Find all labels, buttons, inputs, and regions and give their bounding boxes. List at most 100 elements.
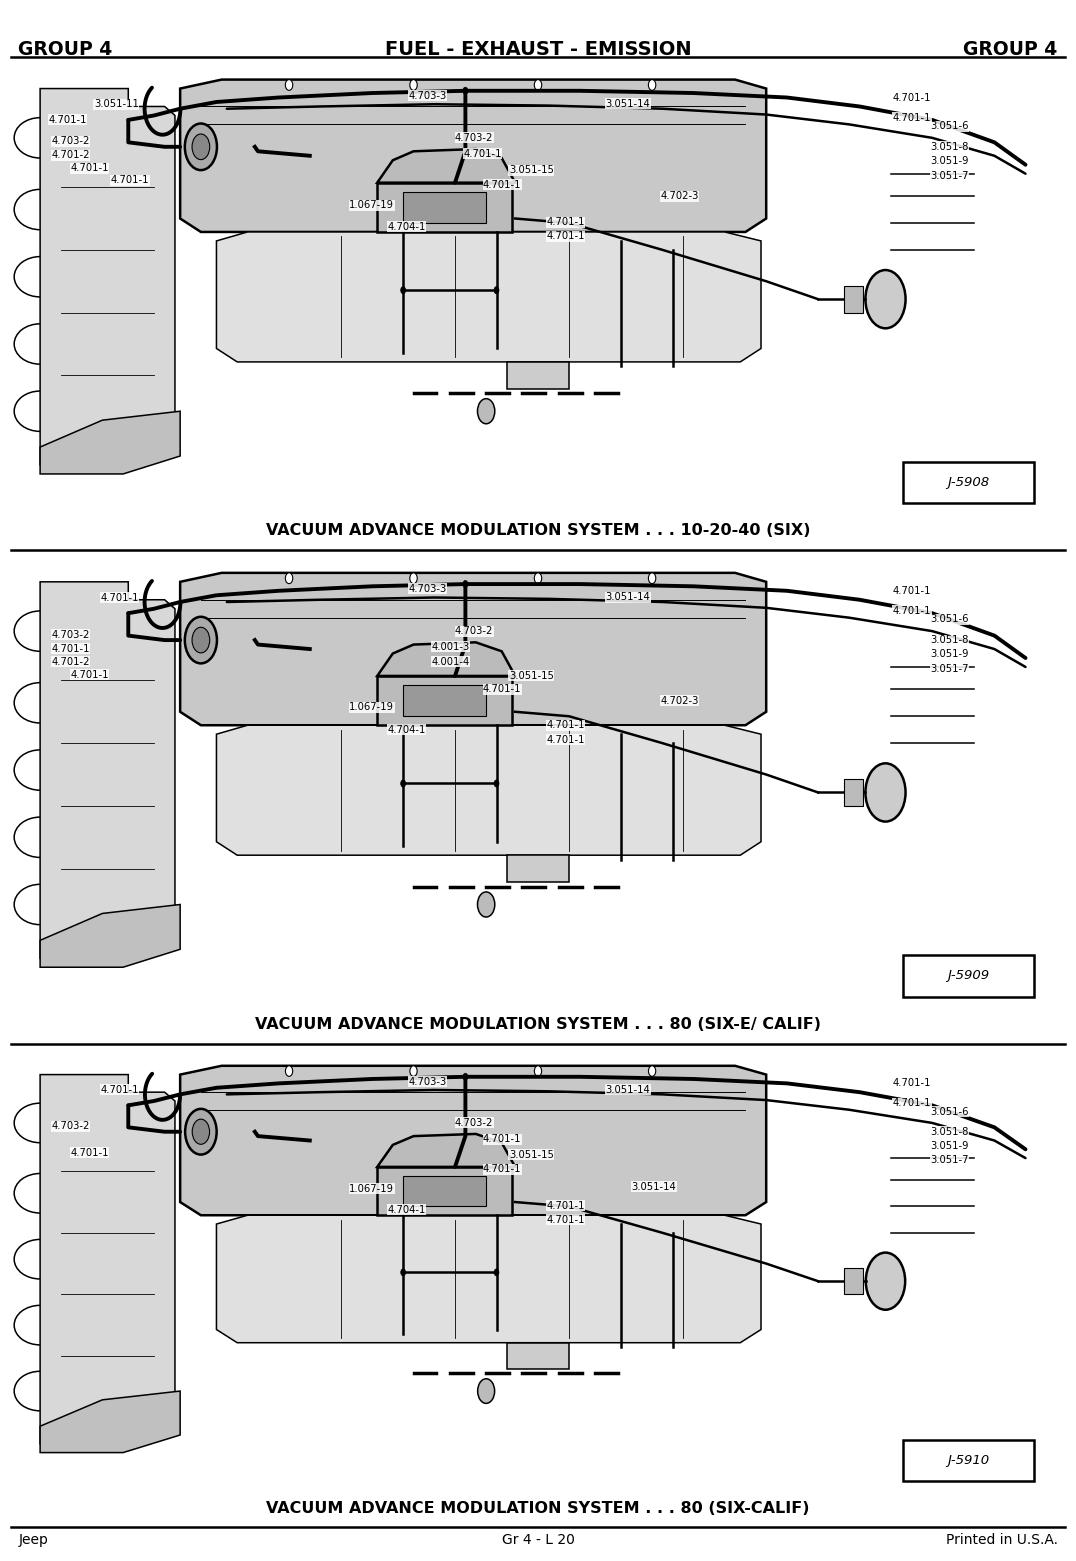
Polygon shape [40,904,180,968]
Text: 4.701-1: 4.701-1 [70,1147,109,1158]
Text: VACUUM ADVANCE MODULATION SYSTEM . . . 10-20-40 (SIX): VACUUM ADVANCE MODULATION SYSTEM . . . 1… [266,523,810,539]
Bar [19,556,1057,1004]
Text: 4.703-3: 4.703-3 [408,91,447,101]
Bar [19,62,1057,510]
Polygon shape [378,642,515,676]
Text: 1.067-19: 1.067-19 [350,1183,394,1194]
Circle shape [400,1269,406,1275]
Circle shape [463,87,468,94]
Text: GROUP 4: GROUP 4 [18,39,113,59]
Text: 3.051-6: 3.051-6 [930,122,968,131]
Circle shape [193,1119,210,1144]
Text: 4.701-1: 4.701-1 [893,92,931,103]
Bar [844,286,863,312]
Polygon shape [40,1074,175,1444]
Text: 1.067-19: 1.067-19 [350,702,394,712]
Text: 4.702-3: 4.702-3 [661,190,698,201]
Circle shape [535,573,541,584]
Text: 4.701-2: 4.701-2 [52,150,90,161]
Circle shape [478,398,495,423]
Text: 4.701-1: 4.701-1 [547,1214,584,1225]
Text: 4.701-1: 4.701-1 [100,593,139,603]
Polygon shape [40,89,175,465]
Text: 3.051-9: 3.051-9 [930,1141,968,1150]
Text: 4.701-1: 4.701-1 [52,643,90,654]
Circle shape [478,1378,495,1403]
Text: 4.703-2: 4.703-2 [52,1121,90,1132]
Text: 4.701-1: 4.701-1 [547,217,584,226]
FancyBboxPatch shape [903,1441,1034,1481]
Circle shape [285,1066,293,1077]
Circle shape [400,287,406,293]
Text: J-5908: J-5908 [947,476,990,489]
Circle shape [463,581,468,587]
Circle shape [400,780,406,787]
Text: 3.051-11: 3.051-11 [94,100,139,109]
Text: 4.703-2: 4.703-2 [455,1118,494,1129]
Bar [507,1342,569,1369]
Circle shape [192,134,210,159]
Text: 4.701-1: 4.701-1 [483,1165,522,1174]
Text: 3.051-9: 3.051-9 [930,649,968,659]
Circle shape [866,1252,905,1310]
Polygon shape [180,80,766,233]
Text: 4.701-1: 4.701-1 [547,735,584,745]
Circle shape [410,1066,417,1077]
Text: 4.703-2: 4.703-2 [52,629,90,640]
Text: 3.051-14: 3.051-14 [606,98,650,109]
Circle shape [865,270,906,328]
Polygon shape [216,233,761,362]
FancyBboxPatch shape [903,462,1034,503]
Text: 4.001-4: 4.001-4 [431,657,469,667]
Text: 4.704-1: 4.704-1 [387,724,426,735]
Text: Printed in U.S.A.: Printed in U.S.A. [946,1533,1058,1547]
Circle shape [285,573,293,584]
Polygon shape [216,726,761,855]
Circle shape [478,891,495,916]
Text: Jeep: Jeep [18,1533,48,1547]
Polygon shape [216,1216,761,1342]
Text: 3.051-8: 3.051-8 [930,142,968,151]
Text: 4.701-1: 4.701-1 [70,670,109,679]
Text: 4.701-2: 4.701-2 [52,657,90,667]
Text: 4.703-3: 4.703-3 [408,584,447,595]
Text: 4.701-1: 4.701-1 [547,720,584,731]
Text: 4.702-3: 4.702-3 [661,696,698,706]
Text: 1.067-19: 1.067-19 [350,200,394,211]
Bar [507,855,569,882]
Circle shape [494,1269,499,1275]
Text: 3.051-15: 3.051-15 [509,1149,554,1160]
Polygon shape [40,411,180,475]
Polygon shape [180,573,766,726]
Text: 4.701-1: 4.701-1 [100,1085,139,1094]
Text: 3.051-8: 3.051-8 [930,1127,968,1136]
Text: J-5910: J-5910 [947,1455,990,1467]
Text: 4.701-1: 4.701-1 [483,684,522,695]
Text: 3.051-7: 3.051-7 [930,172,968,181]
Bar [507,362,569,389]
Text: VACUUM ADVANCE MODULATION SYSTEM . . . 80 (SIX-E/ CALIF): VACUUM ADVANCE MODULATION SYSTEM . . . 8… [255,1016,821,1032]
Text: 3.051-6: 3.051-6 [930,1107,968,1116]
Circle shape [865,763,906,821]
Polygon shape [40,1391,180,1453]
Circle shape [649,80,655,91]
Circle shape [185,123,217,170]
Circle shape [494,287,499,293]
Text: FUEL - EXHAUST - EMISSION: FUEL - EXHAUST - EMISSION [385,39,691,59]
Circle shape [185,1108,216,1155]
Text: 3.051-7: 3.051-7 [930,665,968,674]
Polygon shape [378,148,515,183]
Bar [404,1175,486,1207]
Text: 3.051-15: 3.051-15 [509,165,554,175]
FancyBboxPatch shape [903,955,1034,996]
Bar [404,685,486,716]
Text: 4.701-1: 4.701-1 [893,112,931,123]
Text: 3.051-6: 3.051-6 [930,615,968,624]
Polygon shape [40,582,175,958]
Circle shape [535,1066,541,1077]
Bar [378,1168,512,1216]
Circle shape [463,1074,468,1080]
Circle shape [285,80,293,91]
Text: 4.704-1: 4.704-1 [387,1205,426,1214]
Bar [404,192,486,223]
